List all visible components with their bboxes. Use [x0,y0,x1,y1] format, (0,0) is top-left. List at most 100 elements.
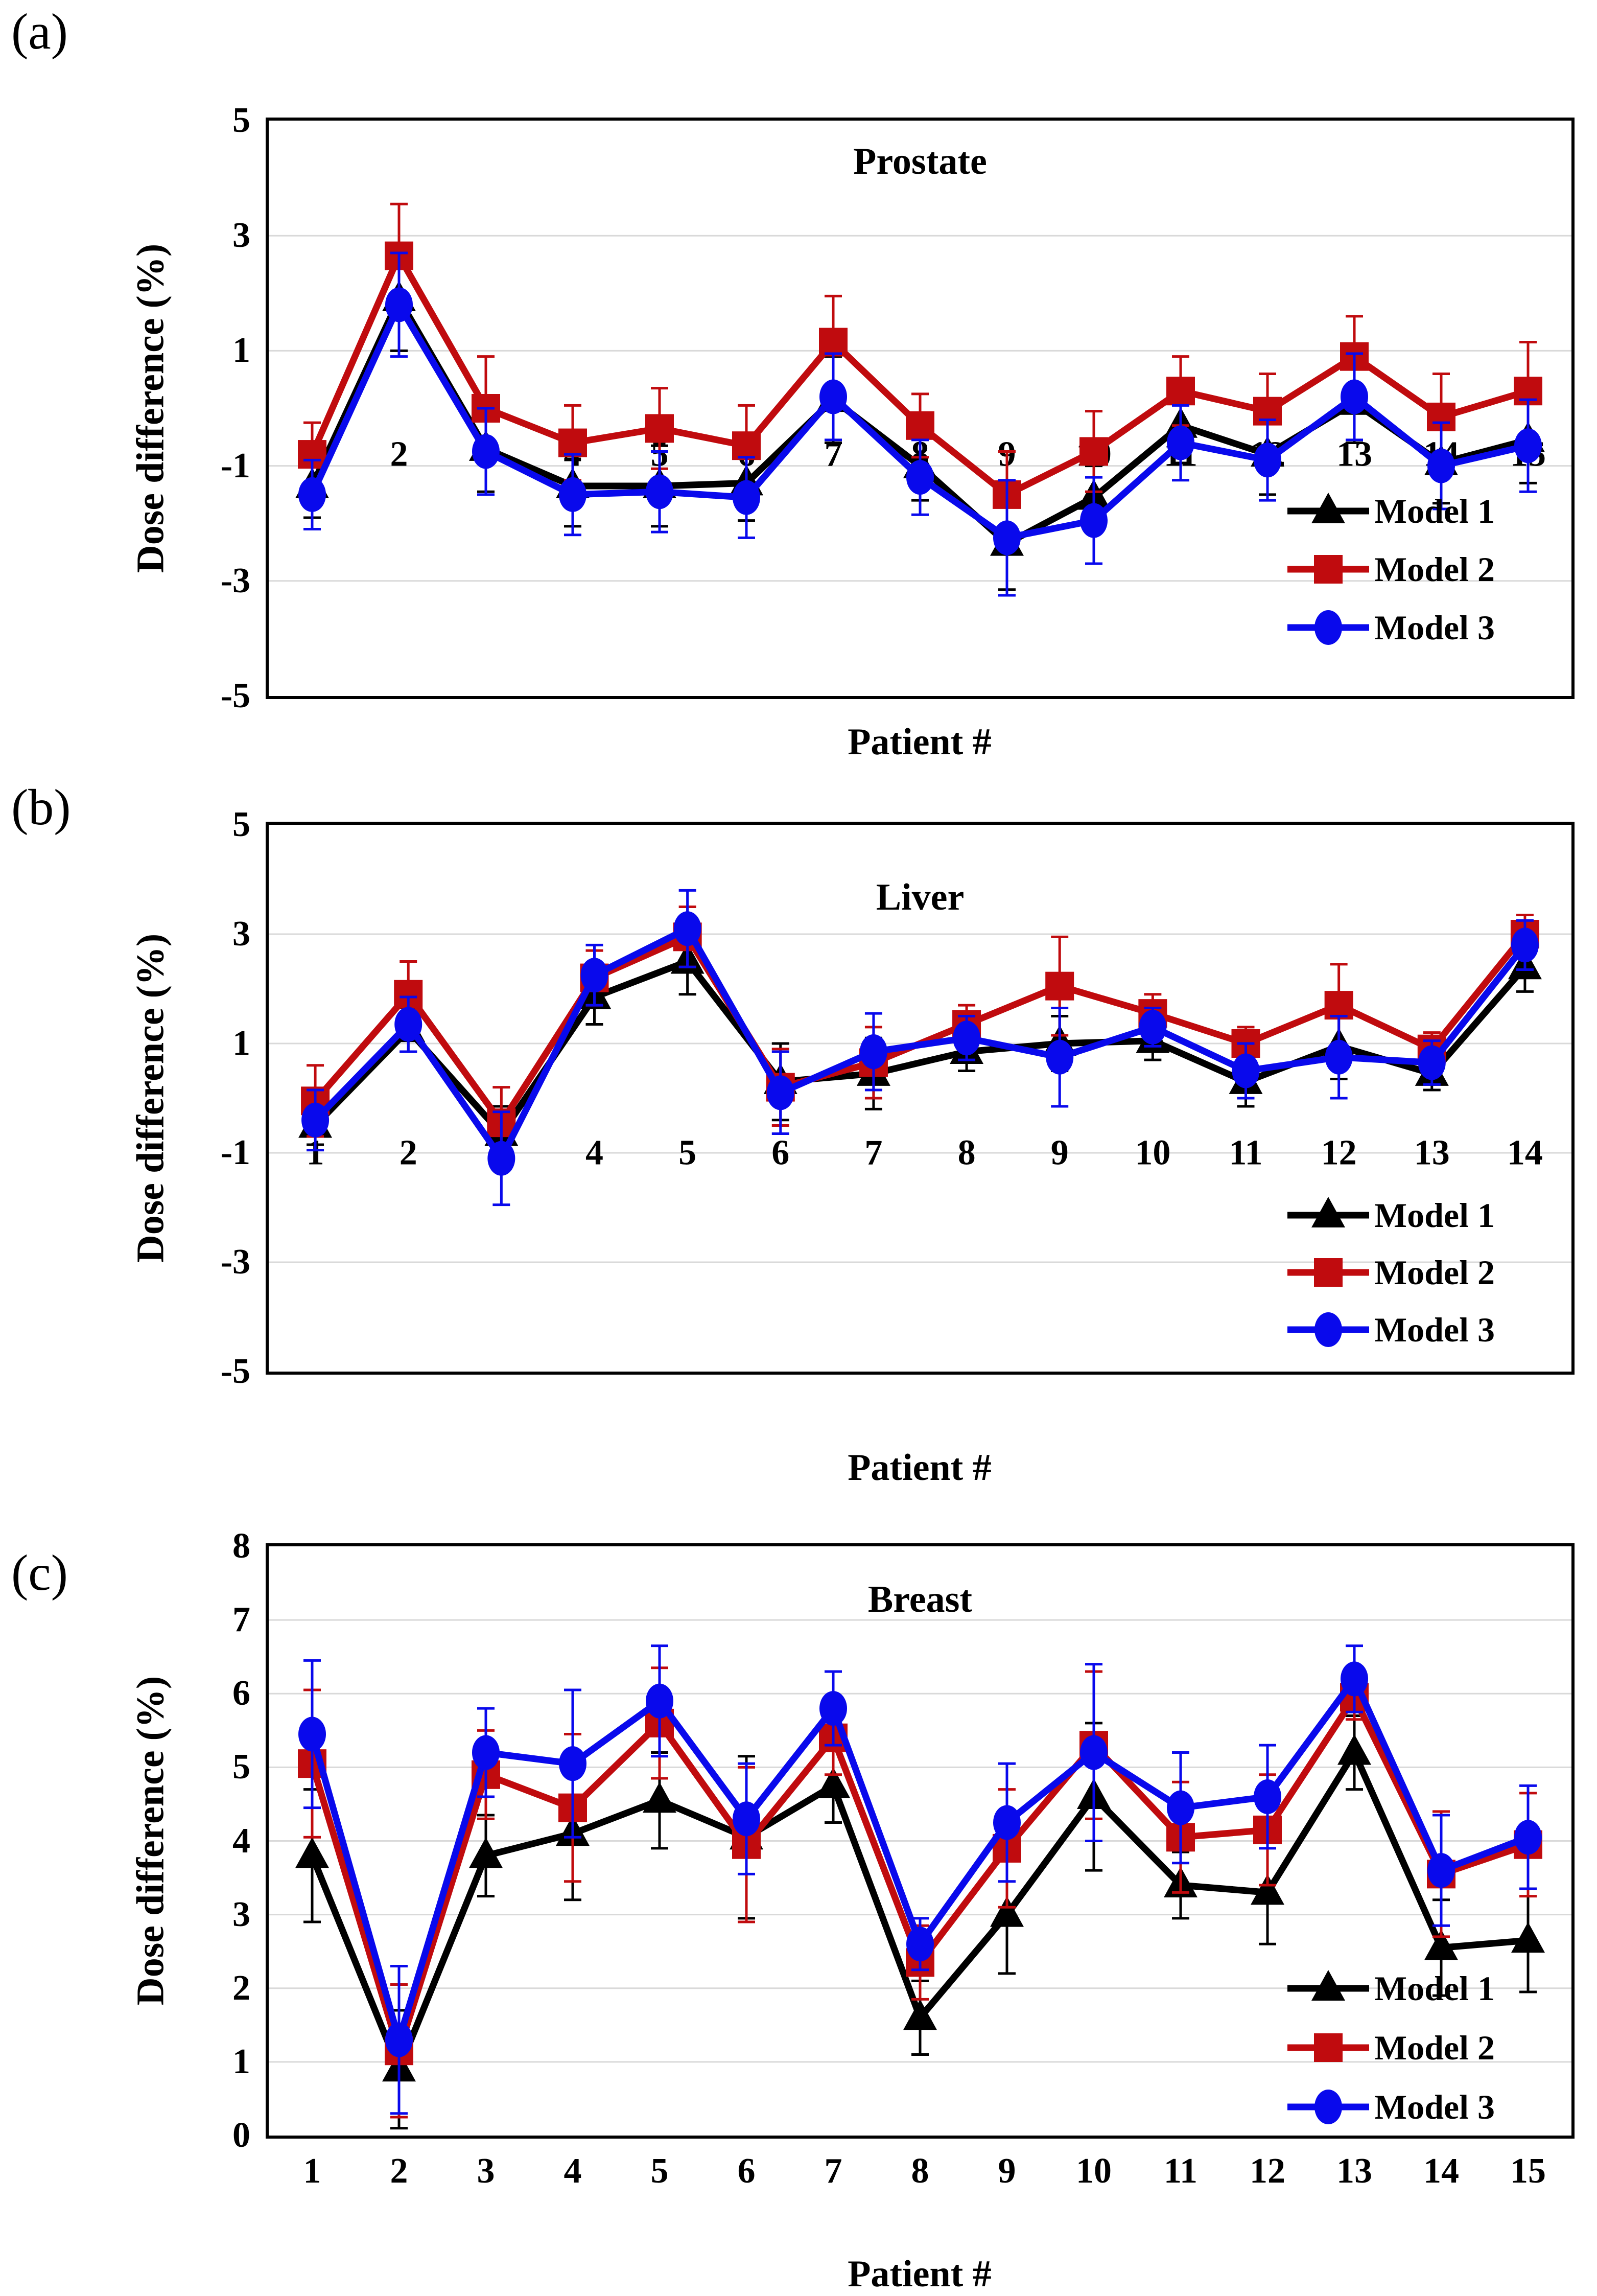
circle-marker [993,520,1021,555]
triangle-marker [816,1767,850,1798]
legend-symbol-triangle [1287,1970,1369,2001]
triangle-marker [990,1896,1024,1927]
circle-marker [580,958,608,993]
x-tick-label: 10 [1076,2151,1112,2191]
circle-marker [1046,1039,1074,1075]
legend-label: Model 3 [1374,608,1495,647]
y-tick-label: -1 [220,446,250,485]
x-tick-label: 5 [678,1133,696,1173]
circle-marker [953,1021,981,1056]
x-tick-label: 11 [1229,1133,1262,1173]
triangle-marker [1311,1970,1345,2001]
x-tick-label: 12 [1321,1133,1357,1173]
y-axis-title: Dose difference (%) [129,243,172,573]
circle-marker [819,379,847,414]
y-tick-label: 5 [232,1747,250,1787]
circle-marker [1341,1661,1368,1697]
legend: Model 1 Model 2 Model 3 [1285,1965,1495,2130]
x-tick-label: 13 [1414,1133,1450,1173]
y-axis-title: Dose difference (%) [129,933,172,1263]
circle-marker [1325,1039,1353,1075]
legend-row-model-2: Model 2 [1285,1249,1495,1296]
y-tick-label: 8 [232,1526,250,1566]
circle-marker [1511,927,1539,963]
y-tick-label: 1 [232,331,250,370]
circle-marker [1080,1735,1108,1770]
series-line-model-1 [313,957,1528,1140]
legend-row-model-1: Model 1 [1285,488,1495,535]
legend-label: Model 1 [1374,1969,1495,2008]
circle-marker [385,2022,413,2057]
x-tick-label: 15 [1510,2151,1546,2191]
x-tick-label: 14 [1507,1133,1543,1173]
circle-marker [472,434,500,469]
plot-area-breast: Breast Model 1 Model 2 Model 3 [266,1543,1575,2139]
y-tick-label: 7 [232,1600,250,1640]
legend-symbol-square [1287,2033,1369,2062]
legend-label: Model 2 [1374,2028,1495,2067]
panel-letter: (b) [11,779,71,836]
circle-marker [1427,448,1455,483]
circle-marker [859,1034,887,1070]
x-tick-label: 4 [563,2151,582,2191]
square-marker [1313,2033,1343,2062]
square-marker [1324,991,1353,1020]
circle-marker [1314,2090,1342,2124]
x-tick-label: 14 [1423,2151,1459,2191]
square-marker [819,328,848,357]
circle-marker [1314,1312,1342,1347]
circle-marker [766,1075,794,1110]
legend-row-model-3: Model 3 [1285,1306,1495,1353]
x-axis-title: Patient # [848,2253,992,2295]
circle-marker [487,1141,515,1176]
circle-marker [559,1746,586,1781]
legend-row-model-3: Model 3 [1285,2083,1495,2130]
circle-marker [993,1805,1021,1840]
square-marker [1045,971,1074,1001]
triangle-marker [295,1837,329,1868]
x-tick-label: 1 [303,2151,321,2191]
y-tick-label: 1 [232,1024,250,1063]
y-tick-label: 3 [232,914,250,954]
y-tick-label: 2 [232,1968,250,2008]
chart-title: Breast [867,1579,973,1620]
y-tick-label: -5 [220,1352,250,1391]
legend-symbol-triangle [1287,493,1369,523]
square-marker [1313,1258,1343,1287]
x-tick-label: 11 [1163,2151,1198,2191]
x-tick-label: 5 [650,2151,669,2191]
legend-label: Model 3 [1374,1310,1495,1349]
y-tick-label: -3 [220,561,250,600]
legend-label: Model 1 [1374,1196,1495,1235]
circle-marker [1232,1053,1260,1088]
circle-marker [472,1735,500,1770]
y-tick-label: 5 [232,805,250,844]
legend-row-model-2: Model 2 [1285,2024,1495,2071]
legend-row-model-3: Model 3 [1285,604,1495,651]
circle-marker [1427,1853,1455,1888]
legend: Model 1 Model 2 Model 3 [1285,488,1495,651]
x-tick-label: 12 [1250,2151,1285,2191]
circle-marker [1139,1009,1167,1045]
square-marker [732,431,761,460]
legend-symbol-circle [1287,2090,1369,2124]
x-tick-label: 7 [824,2151,842,2191]
triangle-marker [643,1782,676,1813]
triangle-marker [1311,1197,1345,1227]
chart-title: Prostate [853,141,987,182]
y-tick-label: 3 [232,1894,250,1934]
panel-prostate: (a) Dose difference (%) 5 3 1 -1 -3 -5 123456… [0,0,1597,767]
triangle-marker [903,1999,937,2030]
x-tick-label: 8 [911,2151,929,2191]
series-line-model-2 [313,932,1528,1129]
legend-row-model-1: Model 1 [1285,1192,1495,1239]
legend-label: Model 3 [1374,2088,1495,2126]
panel-letter: (c) [11,1544,68,1601]
legend-row-model-2: Model 2 [1285,546,1495,593]
circle-marker [301,1102,330,1138]
y-tick-label: 6 [232,1674,250,1713]
square-marker [1079,437,1108,466]
